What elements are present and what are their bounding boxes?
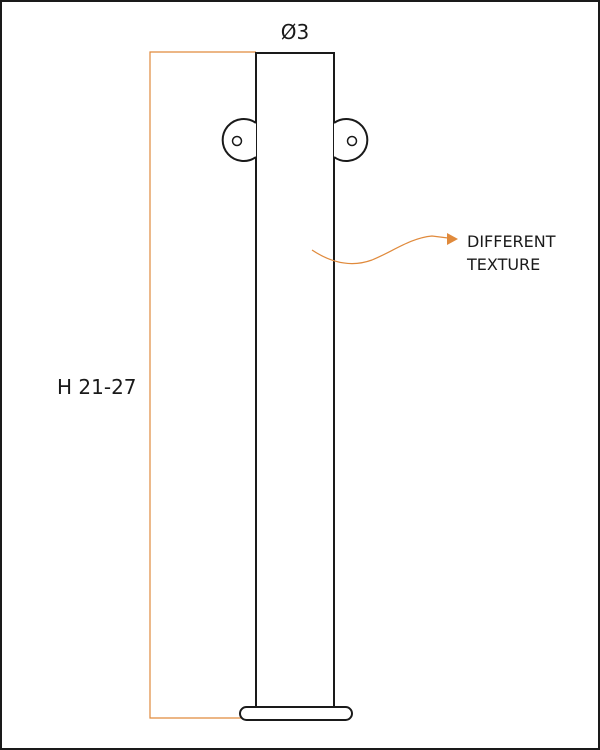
diameter-label: Ø3	[281, 20, 309, 44]
callout-leader	[311, 235, 449, 265]
pole-body	[255, 52, 335, 708]
callout-arrowhead	[447, 233, 458, 245]
height-dimension-line	[149, 51, 256, 719]
callout-text-line2: TEXTURE	[466, 255, 540, 274]
left-knob-hole	[231, 135, 243, 147]
pole-base	[239, 706, 353, 721]
callout-text-line1: DIFFERENT	[467, 232, 556, 251]
right-knob-hole	[346, 135, 358, 147]
height-label: H 21-27	[57, 375, 137, 399]
